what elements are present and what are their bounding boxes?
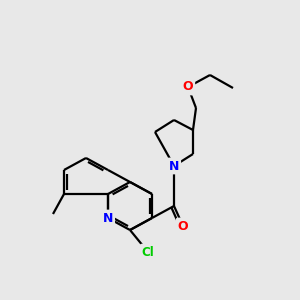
Text: N: N	[169, 160, 179, 172]
Text: O: O	[178, 220, 188, 232]
Text: Cl: Cl	[142, 245, 154, 259]
Text: O: O	[183, 80, 193, 94]
Text: N: N	[103, 212, 113, 224]
